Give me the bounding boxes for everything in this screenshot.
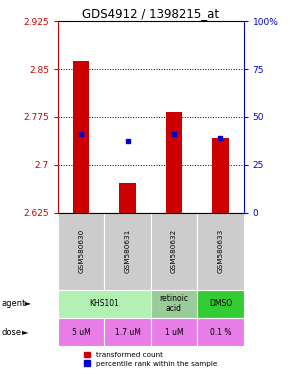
- Bar: [197, 213, 244, 290]
- Text: ►: ►: [1, 299, 32, 308]
- Title: GDS4912 / 1398215_at: GDS4912 / 1398215_at: [82, 7, 219, 20]
- Text: agent: agent: [1, 299, 26, 308]
- Text: 5 uM: 5 uM: [72, 328, 90, 337]
- Text: GSM580630: GSM580630: [78, 229, 84, 273]
- Text: 0.1 %: 0.1 %: [210, 328, 231, 337]
- Text: 1.7 uM: 1.7 uM: [115, 328, 141, 337]
- Bar: [58, 213, 104, 290]
- Text: DMSO: DMSO: [209, 299, 232, 308]
- Bar: [58, 290, 151, 318]
- Text: 1 uM: 1 uM: [165, 328, 183, 337]
- Bar: [197, 318, 244, 346]
- Bar: [212, 138, 229, 213]
- Text: ►: ►: [1, 328, 29, 337]
- Text: retinoic
acid: retinoic acid: [160, 294, 188, 313]
- Bar: [119, 183, 136, 213]
- Bar: [104, 213, 151, 290]
- Text: GSM580632: GSM580632: [171, 229, 177, 273]
- Text: KHS101: KHS101: [89, 299, 119, 308]
- Bar: [151, 213, 197, 290]
- Bar: [151, 290, 197, 318]
- Bar: [151, 318, 197, 346]
- Text: dose: dose: [1, 328, 21, 337]
- Text: GSM580631: GSM580631: [125, 229, 130, 273]
- Bar: [73, 61, 89, 213]
- Text: GSM580633: GSM580633: [218, 229, 223, 273]
- Bar: [104, 318, 151, 346]
- Legend: transformed count, percentile rank within the sample: transformed count, percentile rank withi…: [83, 350, 219, 368]
- Bar: [166, 112, 182, 213]
- Bar: [197, 290, 244, 318]
- Bar: [58, 318, 104, 346]
